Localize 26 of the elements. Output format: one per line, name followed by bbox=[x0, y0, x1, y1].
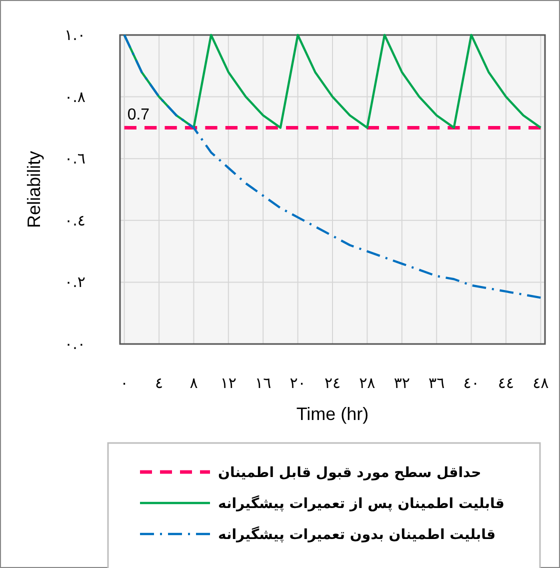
legend-label: قابلیت اطمینان بدون تعمیرات پیشگیرانه bbox=[218, 526, 496, 543]
y-tick-label: ٠.٠ bbox=[64, 335, 86, 353]
y-axis-title: Reliability bbox=[24, 150, 44, 228]
y-tick-label: ٠.٢ bbox=[64, 273, 86, 292]
x-tick-label: ٤٠ bbox=[463, 374, 480, 392]
x-tick-label: ٠ bbox=[120, 374, 128, 392]
x-tick-label: ٣٢ bbox=[394, 374, 410, 392]
y-tick-label: ٠.٨ bbox=[64, 88, 86, 106]
x-tick-label: ٢٨ bbox=[359, 374, 376, 392]
y-tick-label: ٠.٦ bbox=[64, 150, 86, 168]
y-tick-label: ١.٠ bbox=[64, 26, 86, 44]
x-axis-title: Time (hr) bbox=[296, 404, 369, 424]
legend-label: قابلیت اطمینان پس از تعمیرات پیشگیرانه bbox=[218, 495, 504, 512]
line-series bbox=[123, 34, 542, 299]
x-tick-label: ٢٠ bbox=[290, 374, 306, 392]
annotation: 0.7 bbox=[127, 106, 150, 124]
x-tick-label: ٣٦ bbox=[428, 374, 445, 392]
x-tick-label: ٨ bbox=[190, 374, 198, 392]
x-tick-label: ٤٤ bbox=[498, 374, 514, 392]
x-tick-label: ٤٨ bbox=[532, 374, 549, 392]
y-tick-label: ٠.٤ bbox=[64, 211, 86, 230]
legend-label: حداقل سطح مورد قبول قابل اطمینان bbox=[218, 465, 482, 481]
x-tick-label: ١٢ bbox=[220, 374, 236, 392]
x-tick-label: ١٦ bbox=[255, 374, 272, 392]
x-tick-label: ٤ bbox=[155, 374, 164, 392]
x-tick-label: ٢٤ bbox=[324, 374, 341, 392]
